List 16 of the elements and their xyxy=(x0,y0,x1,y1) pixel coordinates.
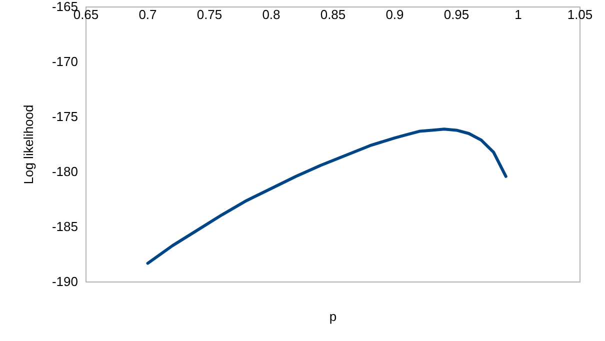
y-tick-label: -180 xyxy=(52,164,78,179)
x-tick-label: 0.9 xyxy=(386,7,404,22)
x-tick-label: 1 xyxy=(514,7,522,22)
x-tick-label: 0.75 xyxy=(196,7,222,22)
x-tick-label: 0.95 xyxy=(444,7,470,22)
x-tick-label: 0.8 xyxy=(262,7,280,22)
y-tick-label: -190 xyxy=(52,274,78,289)
y-tick-label: -185 xyxy=(52,219,78,234)
y-axis-title: Log likelihood xyxy=(21,104,36,184)
x-tick-label: 0.7 xyxy=(138,7,157,22)
x-axis-title: p xyxy=(329,309,337,324)
x-tick-label: 0.85 xyxy=(320,7,346,22)
x-tick-label: 1.05 xyxy=(567,7,593,22)
y-tick-label: -175 xyxy=(52,109,78,124)
y-tick-label: -170 xyxy=(52,54,78,69)
line-series xyxy=(146,128,508,265)
